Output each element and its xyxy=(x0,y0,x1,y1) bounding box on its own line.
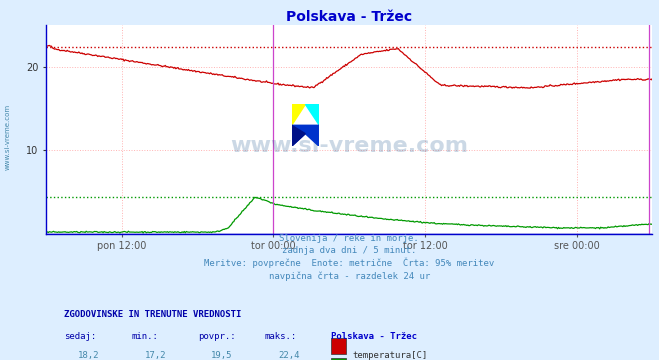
Text: sedaj:: sedaj: xyxy=(65,332,97,341)
Text: 22,4: 22,4 xyxy=(278,351,299,360)
Text: 19,5: 19,5 xyxy=(211,351,233,360)
Text: Polskava - Tržec: Polskava - Tržec xyxy=(331,332,417,341)
Text: maks.:: maks.: xyxy=(264,332,297,341)
Text: 18,2: 18,2 xyxy=(78,351,100,360)
Title: Polskava - Tržec: Polskava - Tržec xyxy=(286,10,413,24)
Text: ZGODOVINSKE IN TRENUTNE VREDNOSTI: ZGODOVINSKE IN TRENUTNE VREDNOSTI xyxy=(65,310,242,319)
Text: 17,2: 17,2 xyxy=(144,351,166,360)
Text: Slovenija / reke in morje.
zadnja dva dni / 5 minut.
Meritve: povprečne  Enote: : Slovenija / reke in morje. zadnja dva dn… xyxy=(204,234,494,281)
Text: www.si-vreme.com: www.si-vreme.com xyxy=(230,136,469,156)
Text: min.:: min.: xyxy=(131,332,158,341)
Text: www.si-vreme.com: www.si-vreme.com xyxy=(5,104,11,170)
Text: temperatura[C]: temperatura[C] xyxy=(353,351,428,360)
Bar xyxy=(331,338,346,354)
Bar xyxy=(331,357,346,360)
Text: povpr.:: povpr.: xyxy=(198,332,235,341)
